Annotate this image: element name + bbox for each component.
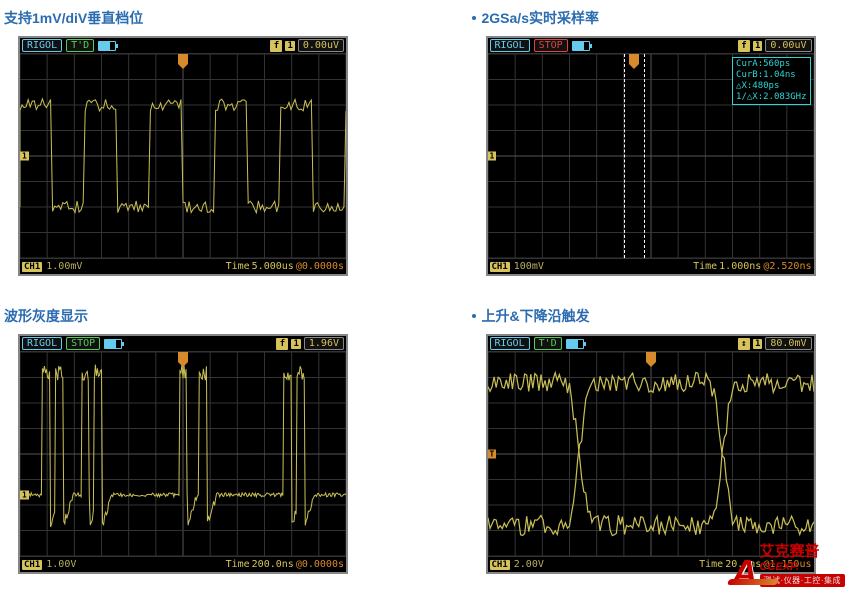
- title-tr: 2GSa/s实时采样率: [472, 8, 850, 28]
- trig-ch-badge: 1: [291, 339, 300, 349]
- title-br: 上升&下降沿触发: [472, 306, 850, 326]
- logo-en: CCEXP.: [760, 561, 846, 573]
- cursor-a-val: CurA:560ps: [736, 59, 806, 70]
- status-chip: T'D: [534, 337, 562, 350]
- scope-bl: RIGOL STOP f 1 1.96V 1 CH1 1.00V: [18, 334, 348, 574]
- logo-cn: 艾克赛普: [760, 540, 846, 561]
- brand-chip: RIGOL: [22, 39, 62, 52]
- scope-footer: CH1 1.00V Time 200.0ns @0.0000s: [20, 556, 346, 572]
- scope-header: RIGOL STOP f 1 0.00uV: [488, 38, 814, 54]
- trig-marker-icon: [178, 352, 188, 362]
- trig-ch-badge: 1: [753, 41, 762, 51]
- status-chip: STOP: [66, 337, 100, 350]
- time-label: Time: [699, 559, 723, 570]
- ch-badge: CH1: [490, 262, 510, 272]
- time-info: Time 1.000ns @2.520ns: [693, 261, 811, 272]
- ch-badge: CH1: [22, 262, 42, 272]
- trig-level-marker: T: [488, 450, 497, 459]
- cursor-b-val: CurB:1.04ns: [736, 70, 806, 81]
- status-chip: T'D: [66, 39, 94, 52]
- trigger-readout: ↕ 1 80.0mV: [738, 337, 812, 350]
- scope-br: RIGOL T'D ↕ 1 80.0mV T CH1: [486, 334, 816, 574]
- battery-icon: [572, 41, 590, 51]
- time-scale: 1.000ns: [719, 261, 761, 272]
- ch-scale: 100mV: [514, 261, 544, 272]
- trigger-readout: f 1 1.96V: [276, 337, 344, 350]
- time-info: Time 200.0ns @0.0000s: [226, 559, 344, 570]
- f-icon: f: [738, 40, 750, 52]
- battery-icon: [104, 339, 122, 349]
- ch-badge: CH1: [22, 560, 42, 570]
- trig-marker-icon: [178, 54, 188, 64]
- brand-chip: RIGOL: [490, 337, 530, 350]
- ch-scale: 1.00V: [46, 559, 76, 570]
- scope-tr: RIGOL STOP f 1 0.00uV 1 CurA:560ps: [486, 36, 816, 276]
- ch-marker: 1: [488, 152, 497, 161]
- trig-val: 1.96V: [304, 337, 344, 350]
- time-label: Time: [226, 559, 250, 570]
- ch-scale: 2.00V: [514, 559, 544, 570]
- scope-canvas: 1: [20, 352, 346, 556]
- trigger-readout: f 1 0.00uV: [270, 39, 344, 52]
- trig-ch-badge: 1: [285, 41, 294, 51]
- ch-scale: 1.00mV: [46, 261, 82, 272]
- f-icon: f: [276, 338, 288, 350]
- delta-x-val: △X:480ps: [736, 81, 806, 92]
- time-scale: 5.000us: [252, 261, 294, 272]
- bullet-icon: [472, 314, 476, 318]
- brand-chip: RIGOL: [22, 337, 62, 350]
- scope-grid: 支持1mV/diV垂直档位 RIGOL T'D f 1 0.00uV 1: [4, 8, 849, 574]
- cell-tr: 2GSa/s实时采样率 RIGOL STOP f 1 0.00uV 1: [472, 8, 850, 276]
- trig-marker-icon: [646, 352, 656, 362]
- title-text: 波形灰度显示: [4, 306, 88, 326]
- trig-val: 0.00uV: [298, 39, 344, 52]
- battery-icon: [566, 339, 584, 349]
- grid-lines: [20, 54, 346, 258]
- ch-marker: 1: [20, 152, 29, 161]
- trigger-readout: f 1 0.00uV: [738, 39, 812, 52]
- scope-footer: CH1 1.00mV Time 5.000us @0.0000s: [20, 258, 346, 274]
- time-scale: 200.0ns: [252, 559, 294, 570]
- f-icon: f: [270, 40, 282, 52]
- time-label: Time: [693, 261, 717, 272]
- trig-val: 80.0mV: [765, 337, 811, 350]
- brand-logo: A 艾克赛普 CCEXP. 测试·仪器·工控·集成: [732, 540, 846, 587]
- scope-header: RIGOL T'D ↕ 1 80.0mV: [488, 336, 814, 352]
- title-bl: 波形灰度显示: [4, 306, 382, 326]
- cursor-b: [644, 54, 645, 258]
- time-off: @0.0000s: [296, 559, 344, 570]
- scope-header: RIGOL T'D f 1 0.00uV: [20, 38, 346, 54]
- title-text: 支持1mV/diV垂直档位: [4, 8, 143, 28]
- status-chip: STOP: [534, 39, 568, 52]
- title-tl: 支持1mV/diV垂直档位: [4, 8, 382, 28]
- battery-icon: [98, 41, 116, 51]
- logo-letter: A: [732, 559, 758, 587]
- title-text: 上升&下降沿触发: [482, 306, 590, 326]
- scope-canvas: 1 CurA:560ps CurB:1.04ns △X:480ps 1/△X:2…: [488, 54, 814, 258]
- cell-tl: 支持1mV/diV垂直档位 RIGOL T'D f 1 0.00uV 1: [4, 8, 382, 276]
- scope-tl: RIGOL T'D f 1 0.00uV 1 CH1 1.00mV: [18, 36, 348, 276]
- time-info: Time 5.000us @0.0000s: [226, 261, 344, 272]
- ch-marker: 1: [20, 490, 29, 499]
- time-label: Time: [226, 261, 250, 272]
- ch-badge: CH1: [490, 560, 510, 570]
- scope-footer: CH1 100mV Time 1.000ns @2.520ns: [488, 258, 814, 274]
- title-text: 2GSa/s实时采样率: [482, 8, 599, 28]
- cell-br: 上升&下降沿触发 RIGOL T'D ↕ 1 80.0mV: [472, 306, 850, 574]
- time-off: @0.0000s: [296, 261, 344, 272]
- trig-marker-icon: [629, 54, 639, 64]
- cursor-readout: CurA:560ps CurB:1.04ns △X:480ps 1/△X:2.0…: [732, 57, 810, 105]
- scope-canvas: T: [488, 352, 814, 556]
- trig-ch-badge: 1: [753, 339, 762, 349]
- cursor-a: [624, 54, 625, 258]
- both-edge-icon: ↕: [738, 338, 750, 350]
- trig-val: 0.00uV: [765, 39, 811, 52]
- scope-header: RIGOL STOP f 1 1.96V: [20, 336, 346, 352]
- scope-canvas: 1: [20, 54, 346, 258]
- bullet-icon: [472, 16, 476, 20]
- time-off: @2.520ns: [763, 261, 811, 272]
- inv-delta-x-val: 1/△X:2.083GHz: [736, 92, 806, 103]
- brand-chip: RIGOL: [490, 39, 530, 52]
- cell-bl: 波形灰度显示 RIGOL STOP f 1 1.96V 1: [4, 306, 382, 574]
